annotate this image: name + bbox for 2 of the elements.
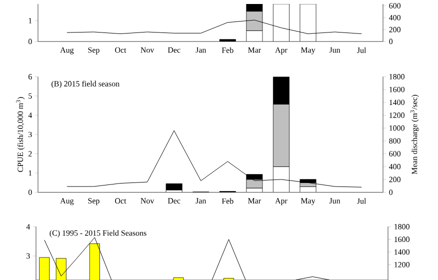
bar (300, 179, 316, 183)
bar (166, 183, 182, 190)
